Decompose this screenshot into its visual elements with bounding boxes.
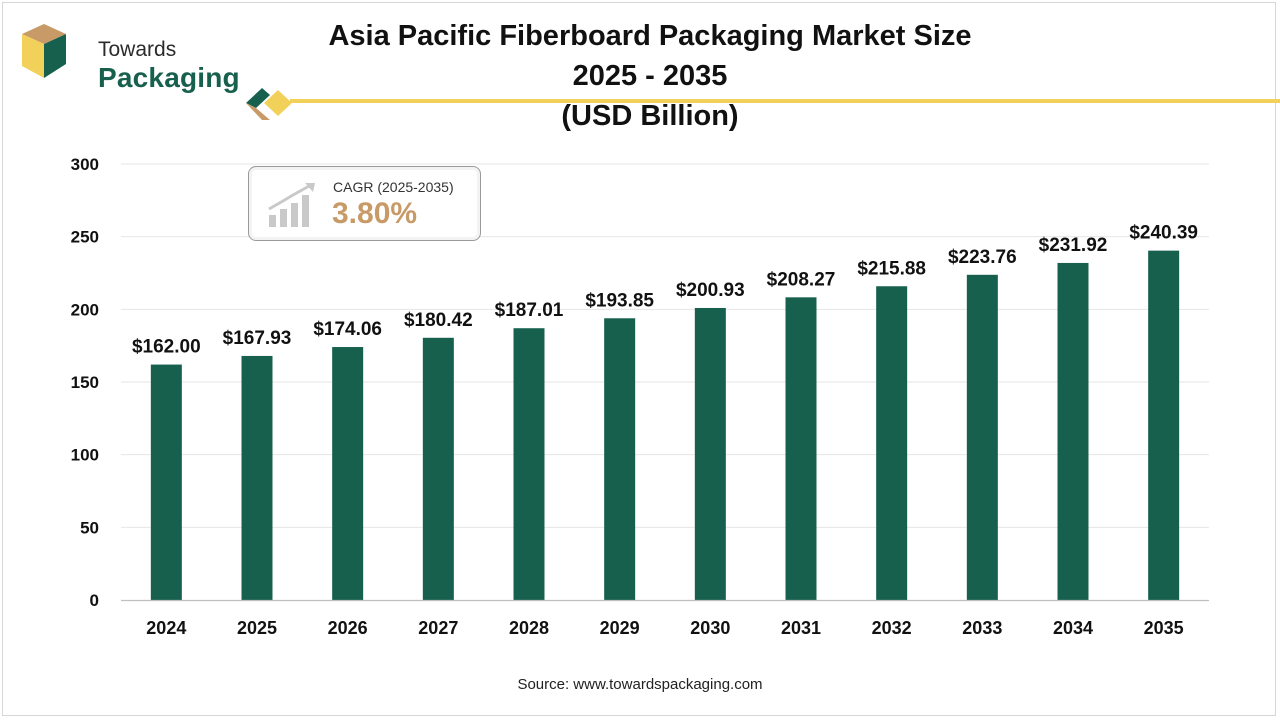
bar-2031 bbox=[785, 297, 817, 600]
x-tick-label: 2035 bbox=[1144, 618, 1184, 638]
bar-2028 bbox=[513, 328, 545, 600]
x-tick-label: 2032 bbox=[872, 618, 912, 638]
x-tick-label: 2024 bbox=[146, 618, 186, 638]
bar-2035 bbox=[1148, 250, 1180, 601]
bar-2032 bbox=[876, 286, 908, 600]
bar-value-label: $167.93 bbox=[223, 328, 292, 349]
brand-line2: Packaging bbox=[98, 62, 240, 93]
y-tick-label: 250 bbox=[71, 228, 99, 247]
bar-2029 bbox=[604, 318, 636, 600]
x-tick-label: 2033 bbox=[962, 618, 1002, 638]
bar-value-label: $240.39 bbox=[1129, 223, 1198, 244]
chart-title: Asia Pacific Fiberboard Packaging Market… bbox=[300, 16, 1000, 136]
bar-value-label: $193.85 bbox=[585, 290, 654, 311]
y-tick-label: 50 bbox=[80, 518, 99, 537]
bar-2030 bbox=[694, 307, 726, 600]
x-tick-label: 2025 bbox=[237, 618, 277, 638]
chart-title-line1: Asia Pacific Fiberboard Packaging Market… bbox=[328, 20, 972, 92]
y-tick-label: 100 bbox=[71, 446, 99, 465]
y-tick-label: 200 bbox=[71, 300, 99, 319]
x-tick-label: 2031 bbox=[781, 618, 821, 638]
chart-title-line2: (USD Billion) bbox=[561, 100, 739, 132]
bar-value-label: $231.92 bbox=[1039, 235, 1108, 256]
bar-2025 bbox=[241, 355, 273, 600]
y-tick-label: 300 bbox=[71, 155, 99, 174]
x-tick-label: 2028 bbox=[509, 618, 549, 638]
brand-logo: Towards Packaging bbox=[14, 18, 244, 93]
brand-line1: Towards bbox=[98, 38, 177, 61]
bar-2033 bbox=[966, 274, 998, 600]
bar-value-label: $162.00 bbox=[132, 337, 201, 358]
bar-value-label: $223.76 bbox=[948, 247, 1017, 268]
x-tick-label: 2030 bbox=[690, 618, 730, 638]
x-tick-label: 2029 bbox=[600, 618, 640, 638]
cagr-value: 3.80% bbox=[332, 197, 418, 230]
title-underline bbox=[290, 99, 1280, 103]
growth-chart-icon bbox=[268, 183, 315, 227]
x-tick-label: 2034 bbox=[1053, 618, 1093, 638]
source-note: Source: www.towardspackaging.com bbox=[517, 676, 763, 693]
bar-value-label: $180.42 bbox=[404, 310, 473, 331]
bar-value-label: $200.93 bbox=[676, 280, 745, 301]
y-tick-label: 0 bbox=[90, 591, 99, 610]
bar-value-label: $208.27 bbox=[767, 269, 836, 290]
cagr-callout: CAGR (2025-2035) 3.80% bbox=[248, 166, 481, 241]
bar-value-label: $174.06 bbox=[313, 319, 382, 340]
bar-2027 bbox=[422, 337, 454, 600]
bar-2024 bbox=[150, 364, 182, 600]
bar-value-label: $187.01 bbox=[495, 300, 564, 321]
x-tick-label: 2027 bbox=[418, 618, 458, 638]
y-tick-label: 150 bbox=[71, 373, 99, 392]
cagr-label: CAGR (2025-2035) bbox=[333, 179, 454, 195]
diamond-ornament-icon bbox=[246, 88, 292, 120]
bar-value-label: $215.88 bbox=[857, 258, 926, 279]
bar-2026 bbox=[332, 347, 364, 600]
x-tick-label: 2026 bbox=[328, 618, 368, 638]
box-logo-icon bbox=[22, 24, 66, 78]
bar-2034 bbox=[1057, 262, 1089, 600]
